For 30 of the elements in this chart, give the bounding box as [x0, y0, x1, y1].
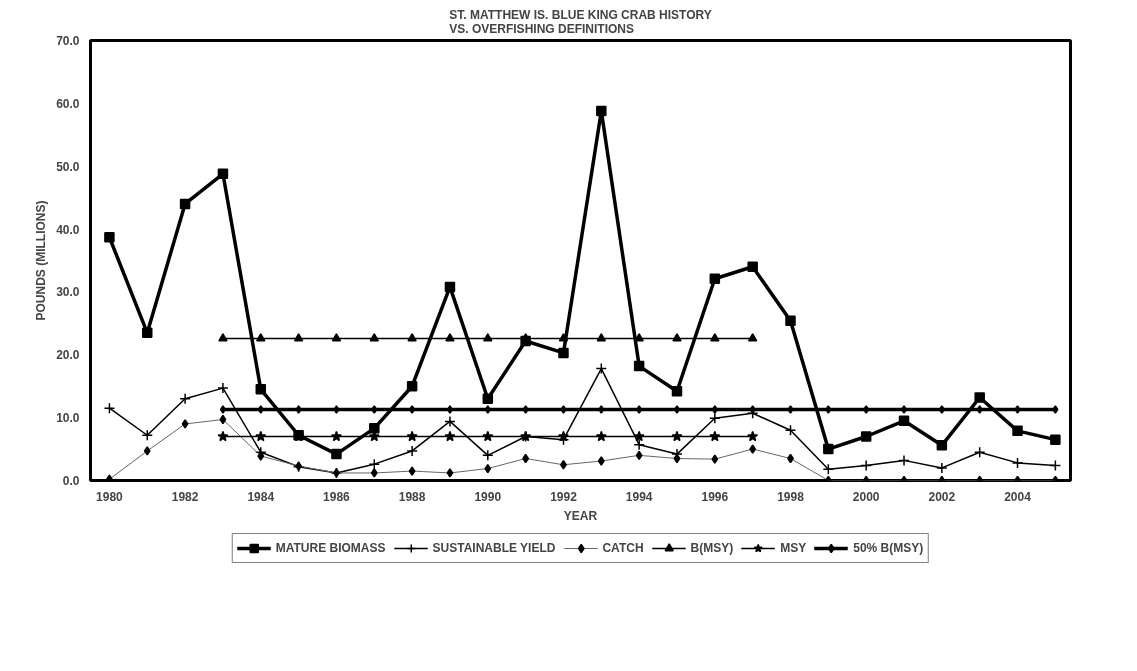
legend-label: CATCH [602, 541, 644, 555]
chart-title: ST. MATTHEW IS. BLUE KING CRAB HISTORY VS. OVERFISHING DEFINITIONS [449, 7, 712, 36]
legend-label: MATURE BIOMASS [275, 541, 386, 555]
x-tick-label: 2000 [852, 489, 880, 504]
y-tick-label: 60.0 [56, 96, 80, 111]
x-tick-label: 1986 [323, 489, 351, 504]
y-tick-label: 10.0 [56, 411, 80, 426]
legend-label: B(MSY) [690, 541, 734, 555]
x-tick-label: 1992 [550, 489, 578, 504]
legend-label: SUSTAINABLE YIELD [432, 541, 556, 555]
legend-label: 50% B(MSY) [853, 541, 924, 555]
y-tick-label: 40.0 [56, 222, 80, 237]
x-tick-label: 1998 [777, 489, 805, 504]
y-tick-label: 0.0 [62, 474, 80, 488]
x-tick-label: 1988 [398, 489, 426, 504]
x-tick-label: 1994 [625, 489, 653, 504]
x-tick-label: 2004 [1004, 489, 1032, 504]
x-tick-label: 1984 [247, 489, 275, 504]
x-axis-title: YEAR [563, 508, 598, 523]
x-tick-label: 1990 [474, 489, 502, 504]
x-tick-label: 1982 [171, 489, 199, 504]
y-tick-label: 30.0 [56, 285, 80, 300]
y-tick-label: 20.0 [56, 348, 80, 363]
y-tick-label: 70.0 [56, 34, 80, 48]
x-tick-label: 2002 [928, 489, 956, 504]
legend-label: MSY [780, 541, 807, 555]
x-tick-label: 1996 [701, 489, 729, 504]
y-tick-label: 50.0 [56, 159, 80, 174]
y-axis-title: POUNDS (MILLIONS) [34, 200, 49, 321]
x-tick-label: 1980 [96, 489, 124, 504]
